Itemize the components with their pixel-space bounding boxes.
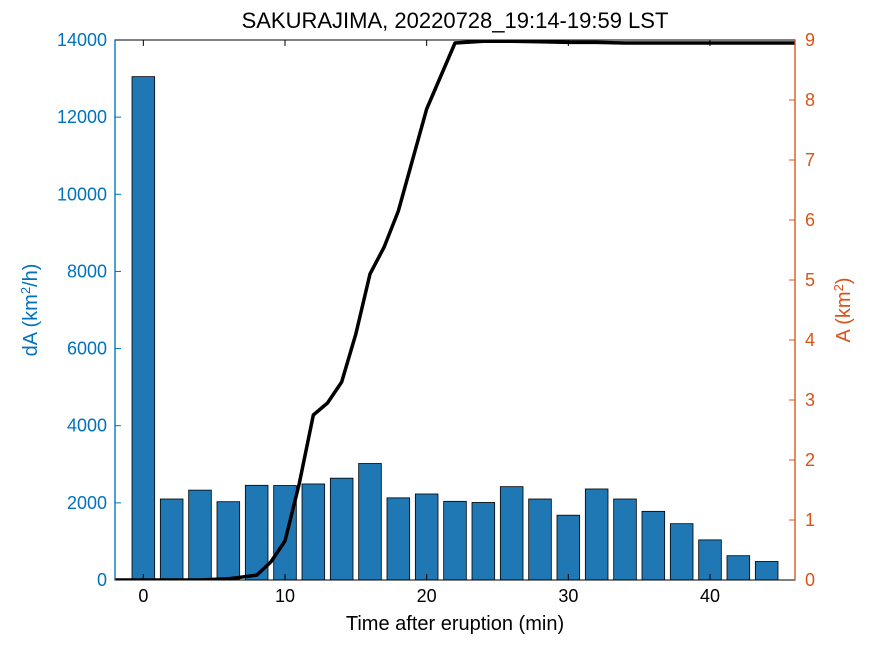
bar [472,502,495,580]
bar [189,490,212,580]
bar [585,489,608,580]
y-left-tick-label: 10000 [57,184,107,204]
bar [699,540,722,580]
y-right-tick-label: 4 [805,330,815,350]
bar [444,501,467,580]
bar [302,484,325,580]
y-left-tick-label: 2000 [67,493,107,513]
bar [387,498,410,580]
y-right-tick-label: 3 [805,390,815,410]
x-tick-label: 0 [138,586,148,606]
x-tick-label: 20 [417,586,437,606]
bar [160,499,183,580]
bar [415,494,438,580]
bar [727,556,750,580]
y-left-tick-label: 0 [97,570,107,590]
x-tick-label: 40 [700,586,720,606]
y-left-tick-label: 6000 [67,339,107,359]
y-right-tick-label: 6 [805,210,815,230]
y-left-axis-label: dA (km2/h) [18,264,43,357]
bar [670,524,693,580]
bar [755,561,778,580]
bar [274,486,297,581]
x-axis-label: Time after eruption (min) [346,613,564,635]
y-right-tick-label: 8 [805,90,815,110]
bar [529,499,552,580]
bar [132,77,155,580]
bar [217,502,240,580]
bar [330,478,353,580]
bar [614,499,637,580]
y-left-tick-label: 4000 [67,416,107,436]
y-left-tick-label: 14000 [57,30,107,50]
y-right-tick-label: 0 [805,570,815,590]
chart-title: SAKURAJIMA, 20220728_19:14-19:59 LST [242,8,669,33]
bar [359,464,382,580]
bar [557,515,580,580]
y-left-tick-label: 12000 [57,107,107,127]
y-right-tick-label: 1 [805,510,815,530]
bar [500,487,523,580]
bar [642,511,665,580]
x-tick-label: 10 [275,586,295,606]
y-right-tick-label: 5 [805,270,815,290]
y-right-tick-label: 7 [805,150,815,170]
y-left-tick-label: 8000 [67,261,107,281]
y-right-tick-label: 2 [805,450,815,470]
y-right-tick-label: 9 [805,30,815,50]
chart-container: 0102030400200040006000800010000120001400… [0,0,875,656]
chart-svg: 0102030400200040006000800010000120001400… [0,0,875,656]
x-tick-label: 30 [558,586,578,606]
